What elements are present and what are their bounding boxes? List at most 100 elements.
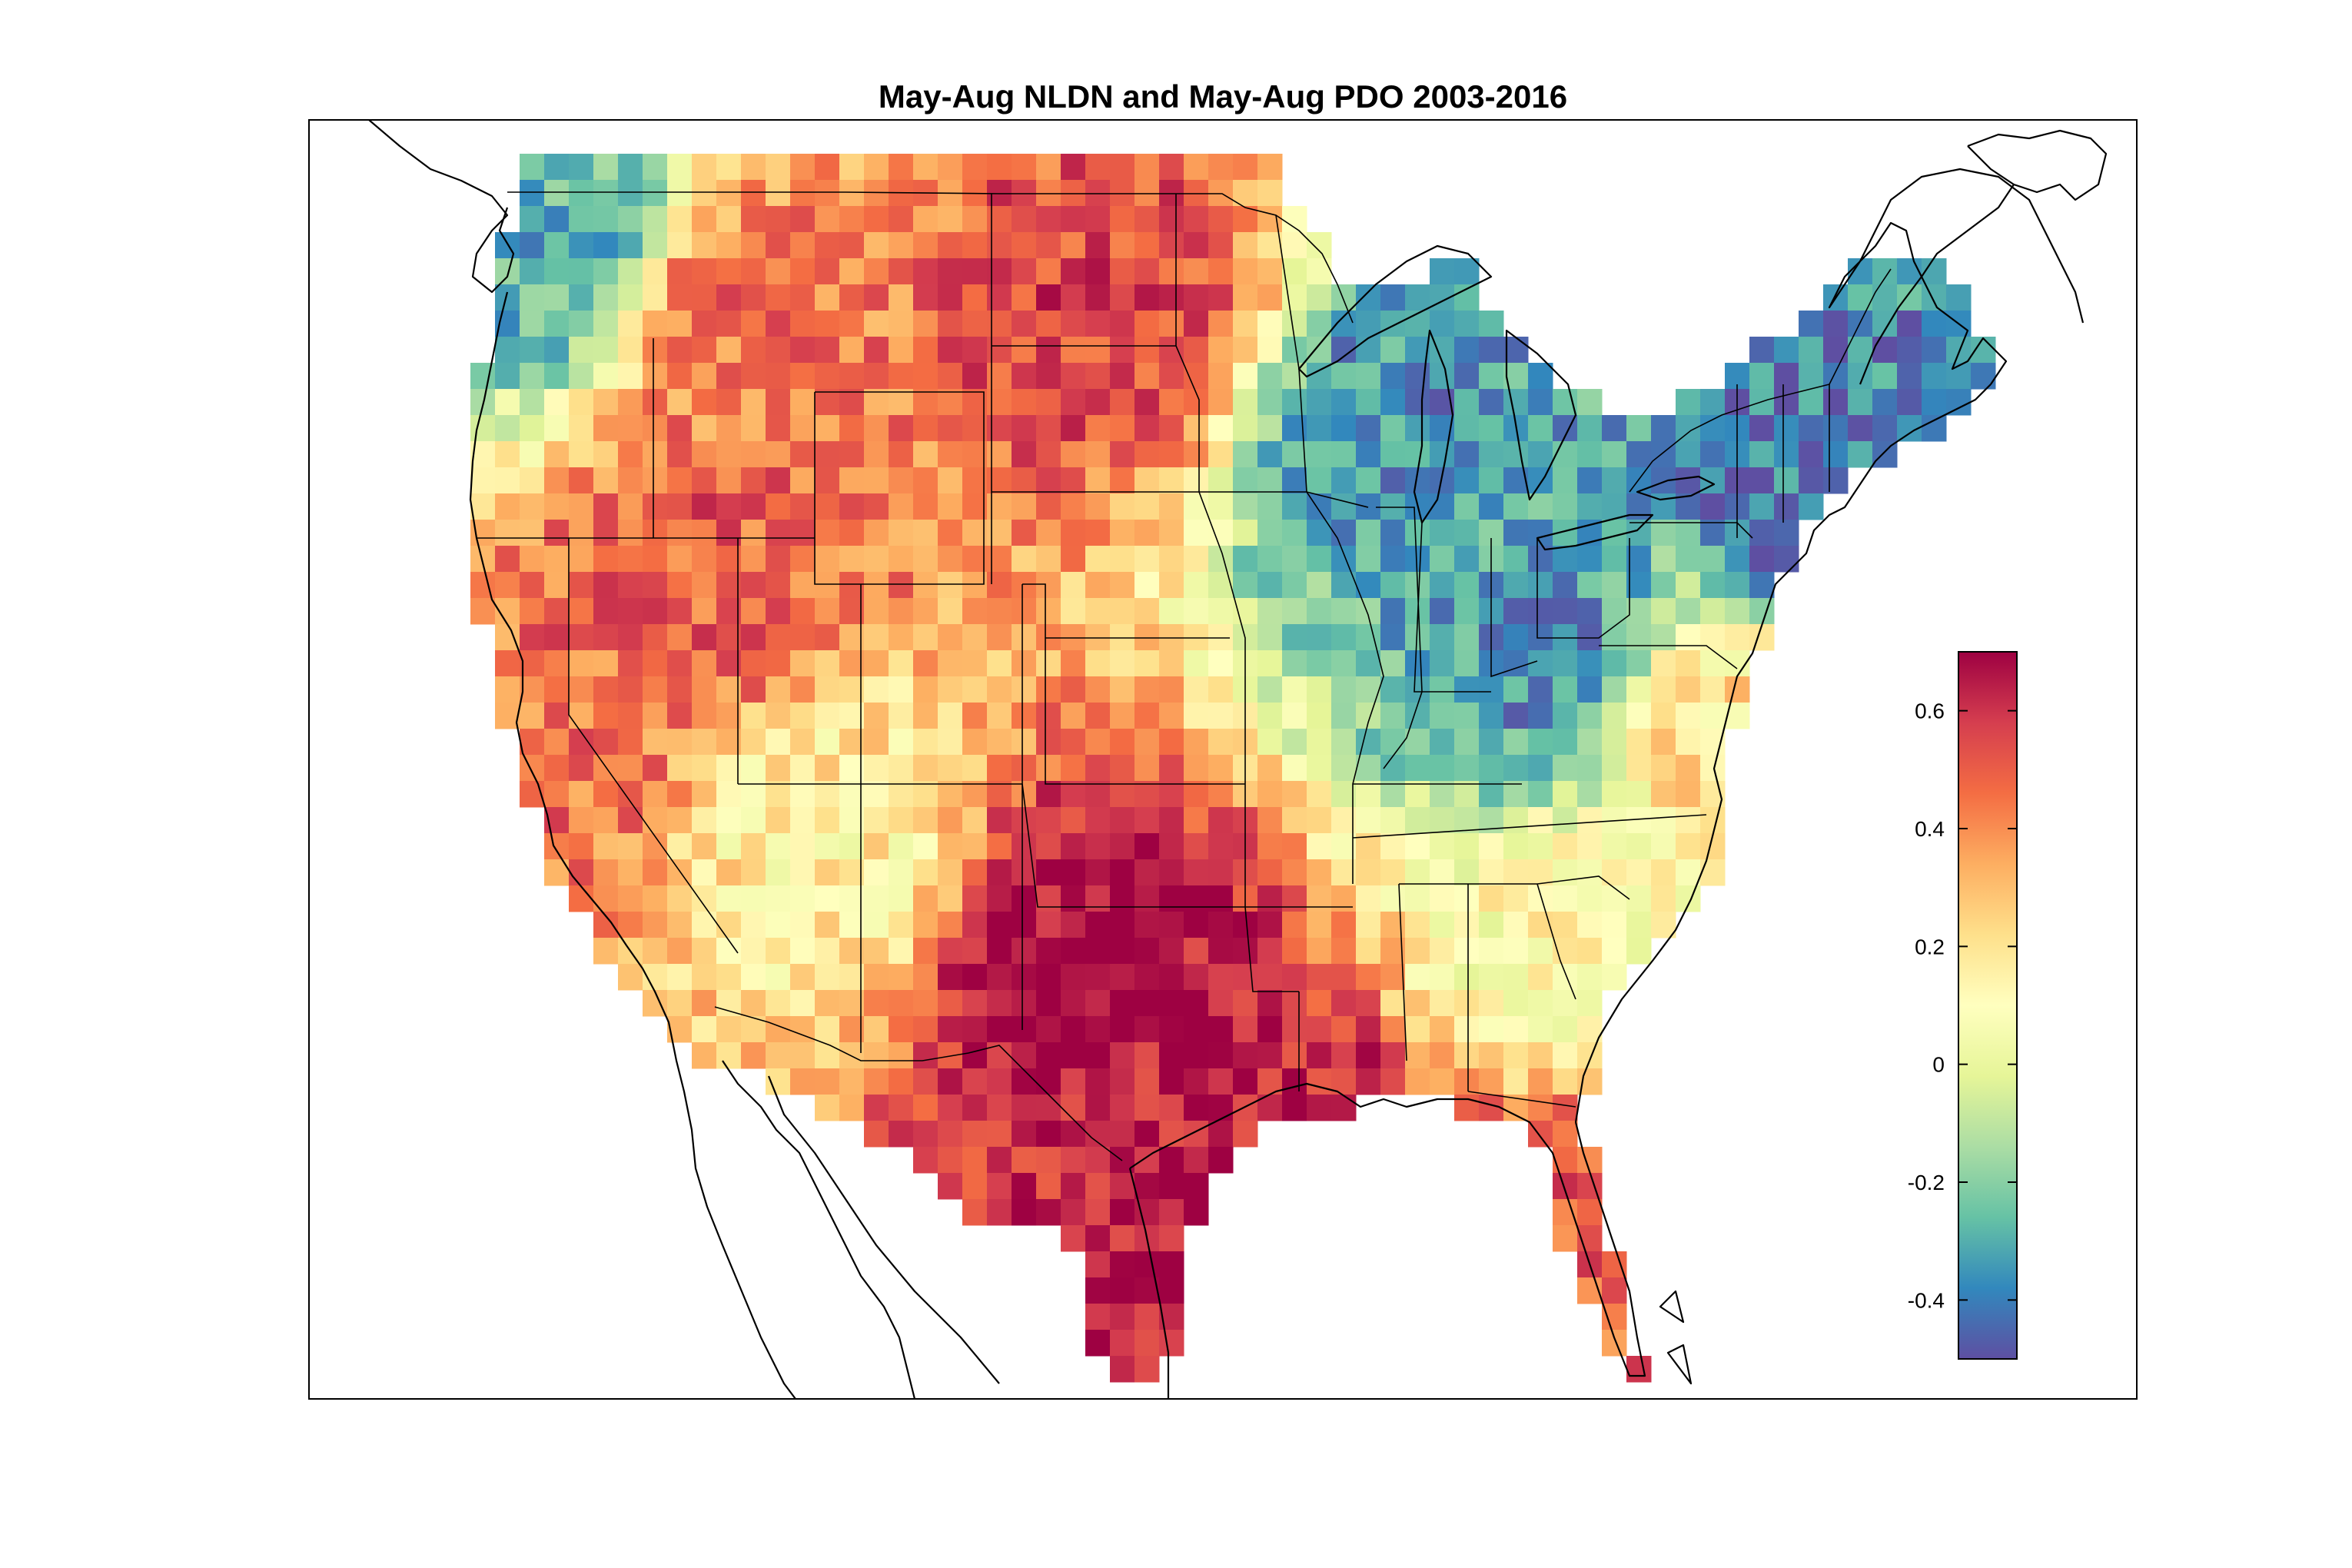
heatmap-cell [692,363,717,390]
heatmap-cell [864,781,889,808]
heatmap-cell [962,154,988,181]
heatmap-cell [987,1095,1012,1121]
heatmap-cell [864,833,889,860]
heatmap-cell [815,493,840,520]
heatmap-cell [1454,415,1480,442]
heatmap-cell [1233,1068,1258,1095]
heatmap-cell [692,990,717,1017]
heatmap-cell [667,807,693,834]
heatmap-cell [1651,572,1676,599]
heatmap-cell [716,206,742,233]
heatmap-cell [544,546,570,573]
heatmap-cell [1774,520,1799,546]
heatmap-cell [1159,520,1184,546]
heatmap-cell [667,311,693,337]
heatmap-cell [913,755,938,782]
heatmap-cell [1159,415,1184,442]
heatmap-cell [1282,912,1307,938]
heatmap-cell [1307,703,1332,729]
heatmap-cell [962,650,988,677]
heatmap-cell [1061,258,1086,285]
heatmap-cell [1257,755,1283,782]
heatmap-cell [938,1147,963,1174]
heatmap-cell [593,729,619,756]
heatmap-cell [1184,1121,1209,1148]
heatmap-cell [1430,807,1455,834]
heatmap-cell [1602,598,1627,625]
heatmap-cell [889,389,914,416]
heatmap-cell [667,546,693,573]
heatmap-cell [495,493,520,520]
heatmap-cell [1110,258,1135,285]
heatmap-cell [716,258,742,285]
heatmap-cell [839,258,865,285]
heatmap-cell [1184,938,1209,965]
heatmap-cell [1036,807,1061,834]
heatmap-cell [1774,337,1799,364]
heatmap-cell [1208,807,1234,834]
heatmap-cell [766,415,791,442]
heatmap-cell [1602,520,1627,546]
heatmap-cell [1012,938,1037,965]
heatmap-cell [889,1042,914,1069]
heatmap-cell [1012,389,1037,416]
heatmap-cell [1380,337,1406,364]
heatmap-cell [1110,467,1135,494]
heatmap-cell [1036,912,1061,938]
heatmap-cell [544,467,570,494]
heatmap-cell [1134,1173,1160,1200]
heatmap-cell [962,964,988,991]
heatmap-cell [1134,337,1160,364]
heatmap-cell [1356,520,1381,546]
heatmap-cell [1282,1095,1307,1121]
heatmap-cell [1577,1147,1603,1174]
heatmap-cell [1479,493,1504,520]
heatmap-cell [1331,546,1357,573]
heatmap-cell [741,311,766,337]
heatmap-cell [1823,337,1849,364]
heatmap-cell [1479,467,1504,494]
heatmap-cell [1774,441,1799,468]
heatmap-cell [913,885,938,912]
heatmap-cell [987,650,1012,677]
heatmap-cell [1479,1016,1504,1043]
heatmap-cell [1257,703,1283,729]
heatmap-cell [544,206,570,233]
heatmap-cell [544,676,570,703]
heatmap-cell [692,415,717,442]
heatmap-cell [1331,912,1357,938]
heatmap-cell [1012,232,1037,259]
heatmap-cell [1110,859,1135,886]
heatmap-cell [1159,990,1184,1017]
heatmap-cell [1503,885,1529,912]
heatmap-cell [1110,493,1135,520]
heatmap-cell [962,1016,988,1043]
heatmap-cell [987,1068,1012,1095]
heatmap-cell [569,676,594,703]
heatmap-cell [1479,990,1504,1017]
heatmap-cell [643,650,668,677]
heatmap-cell [544,624,570,651]
heatmap-cell [1430,781,1455,808]
heatmap-cell [766,755,791,782]
heatmap-cell [1085,572,1111,599]
heatmap-cell [643,180,668,207]
us-mexico-border [714,1006,1123,1161]
heatmap-cell [716,598,742,625]
heatmap-cell [1626,676,1652,703]
heatmap-cell [1110,520,1135,546]
heatmap-cell [1700,624,1726,651]
heatmap-cell [1159,1016,1184,1043]
heatmap-cell [1134,232,1160,259]
heatmap-cell [913,859,938,886]
heatmap-cell [1799,311,1824,337]
heatmap-cell [1676,389,1701,416]
heatmap-cell [1184,232,1209,259]
heatmap-cell [962,990,988,1017]
heatmap-cell [1454,755,1480,782]
heatmap-cell [1159,703,1184,729]
heatmap-cell [1528,885,1553,912]
heatmap-cell [1430,755,1455,782]
heatmap-cell [643,885,668,912]
heatmap-cell [1012,572,1037,599]
